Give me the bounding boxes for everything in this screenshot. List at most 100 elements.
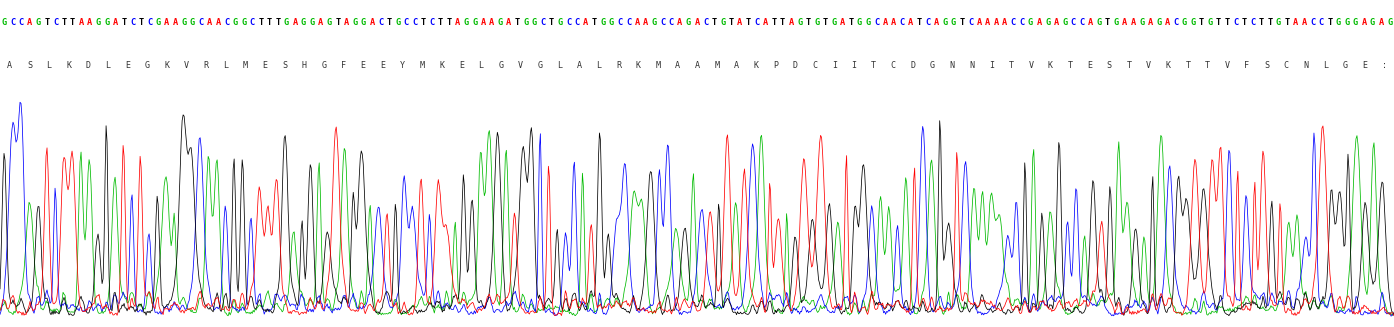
- Text: G: G: [1, 18, 7, 27]
- Text: C: C: [1234, 18, 1238, 27]
- Text: T: T: [822, 18, 828, 27]
- Text: C: C: [618, 18, 623, 27]
- Text: C: C: [703, 18, 708, 27]
- Text: G: G: [1354, 18, 1358, 27]
- Text: T: T: [1185, 61, 1190, 70]
- Text: G: G: [814, 18, 820, 27]
- Text: C: C: [874, 18, 880, 27]
- Text: L: L: [478, 61, 484, 70]
- Text: G: G: [1139, 18, 1144, 27]
- Text: C: C: [626, 18, 631, 27]
- Text: V: V: [517, 61, 523, 70]
- Text: A: A: [694, 61, 700, 70]
- Text: G: G: [326, 18, 332, 27]
- Text: A: A: [481, 18, 487, 27]
- Text: G: G: [523, 18, 528, 27]
- Text: A: A: [1379, 18, 1384, 27]
- Text: G: G: [395, 18, 400, 27]
- Text: G: G: [96, 18, 100, 27]
- Text: C: C: [18, 18, 24, 27]
- Text: A: A: [977, 18, 981, 27]
- Text: A: A: [1002, 18, 1008, 27]
- Text: A: A: [1165, 18, 1170, 27]
- Text: G: G: [105, 18, 110, 27]
- Text: A: A: [506, 18, 512, 27]
- Text: G: G: [651, 18, 657, 27]
- Text: C: C: [429, 18, 435, 27]
- Text: L: L: [46, 61, 52, 70]
- Text: T: T: [959, 18, 965, 27]
- Text: C: C: [1071, 18, 1076, 27]
- Text: A: A: [344, 18, 348, 27]
- Text: C: C: [404, 18, 408, 27]
- Text: T: T: [1267, 18, 1273, 27]
- Text: A: A: [206, 18, 212, 27]
- Text: G: G: [36, 18, 40, 27]
- Text: A: A: [1054, 18, 1059, 27]
- Text: T: T: [849, 18, 853, 27]
- Text: A: A: [293, 18, 298, 27]
- Text: Y: Y: [400, 61, 406, 70]
- Text: A: A: [1362, 18, 1366, 27]
- Text: E: E: [361, 61, 365, 70]
- Text: E: E: [125, 61, 130, 70]
- Text: T: T: [711, 18, 717, 27]
- Text: A: A: [934, 18, 940, 27]
- Text: G: G: [866, 18, 871, 27]
- Text: A: A: [1122, 18, 1128, 27]
- Text: C: C: [1174, 18, 1178, 27]
- Text: A: A: [454, 18, 460, 27]
- Text: E: E: [459, 61, 464, 70]
- Text: G: G: [797, 18, 803, 27]
- Text: G: G: [301, 18, 307, 27]
- Text: T: T: [1068, 61, 1072, 70]
- Text: C: C: [224, 18, 229, 27]
- Text: A: A: [28, 18, 32, 27]
- Text: C: C: [1250, 18, 1256, 27]
- Text: G: G: [181, 18, 187, 27]
- Text: T: T: [779, 18, 785, 27]
- Text: T: T: [549, 18, 555, 27]
- Text: T: T: [1009, 61, 1013, 70]
- Text: V: V: [1146, 61, 1151, 70]
- Text: C: C: [1011, 18, 1016, 27]
- Text: C: C: [926, 18, 931, 27]
- Text: A: A: [318, 18, 323, 27]
- Text: C: C: [754, 18, 760, 27]
- Text: A: A: [677, 18, 683, 27]
- Text: E: E: [1362, 61, 1368, 70]
- Text: T: T: [1242, 18, 1248, 27]
- Text: G: G: [1342, 61, 1348, 70]
- Text: T: T: [61, 18, 67, 27]
- Text: A: A: [173, 18, 178, 27]
- Text: N: N: [1303, 61, 1308, 70]
- Text: T: T: [1204, 61, 1210, 70]
- Text: C: C: [1284, 61, 1288, 70]
- Text: M: M: [420, 61, 425, 70]
- Text: G: G: [498, 61, 503, 70]
- Text: A: A: [733, 61, 739, 70]
- Text: C: C: [967, 18, 973, 27]
- Text: C: C: [130, 18, 135, 27]
- Text: G: G: [145, 61, 149, 70]
- Text: D: D: [86, 61, 91, 70]
- Text: G: G: [1096, 18, 1101, 27]
- Text: G: G: [361, 18, 367, 27]
- Text: C: C: [899, 18, 905, 27]
- Text: C: C: [661, 18, 665, 27]
- Text: T: T: [138, 18, 144, 27]
- Text: :: :: [1381, 61, 1387, 70]
- Text: K: K: [1048, 61, 1052, 70]
- Text: T: T: [276, 18, 280, 27]
- Text: C: C: [1310, 18, 1316, 27]
- Text: D: D: [910, 61, 916, 70]
- Text: S: S: [282, 61, 287, 70]
- Text: R: R: [616, 61, 620, 70]
- Text: A: A: [7, 61, 13, 70]
- Text: T: T: [121, 18, 127, 27]
- Text: G: G: [1046, 18, 1050, 27]
- Text: G: G: [463, 18, 468, 27]
- Text: G: G: [1344, 18, 1349, 27]
- Text: E: E: [262, 61, 268, 70]
- Text: K: K: [636, 61, 641, 70]
